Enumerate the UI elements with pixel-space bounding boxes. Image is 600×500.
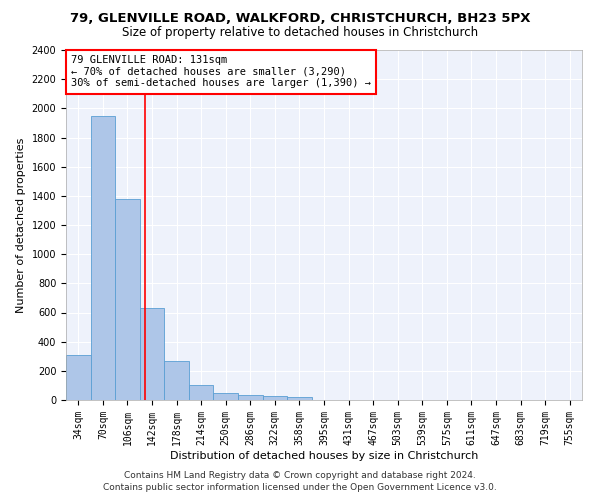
Y-axis label: Number of detached properties: Number of detached properties [16, 138, 26, 312]
Bar [115, 198, 140, 400]
Bar [91, 116, 115, 400]
Bar [189, 386, 214, 400]
Bar [214, 393, 238, 400]
Text: Contains HM Land Registry data © Crown copyright and database right 2024.
Contai: Contains HM Land Registry data © Crown c… [103, 471, 497, 492]
Bar [287, 397, 312, 400]
Text: 79, GLENVILLE ROAD, WALKFORD, CHRISTCHURCH, BH23 5PX: 79, GLENVILLE ROAD, WALKFORD, CHRISTCHUR… [70, 12, 530, 26]
Bar [66, 355, 91, 400]
X-axis label: Distribution of detached houses by size in Christchurch: Distribution of detached houses by size … [170, 450, 478, 460]
Bar [263, 396, 287, 400]
Bar [238, 395, 263, 400]
Bar [140, 308, 164, 400]
Bar [164, 360, 189, 400]
Text: 79 GLENVILLE ROAD: 131sqm
← 70% of detached houses are smaller (3,290)
30% of se: 79 GLENVILLE ROAD: 131sqm ← 70% of detac… [71, 56, 371, 88]
Text: Size of property relative to detached houses in Christchurch: Size of property relative to detached ho… [122, 26, 478, 39]
